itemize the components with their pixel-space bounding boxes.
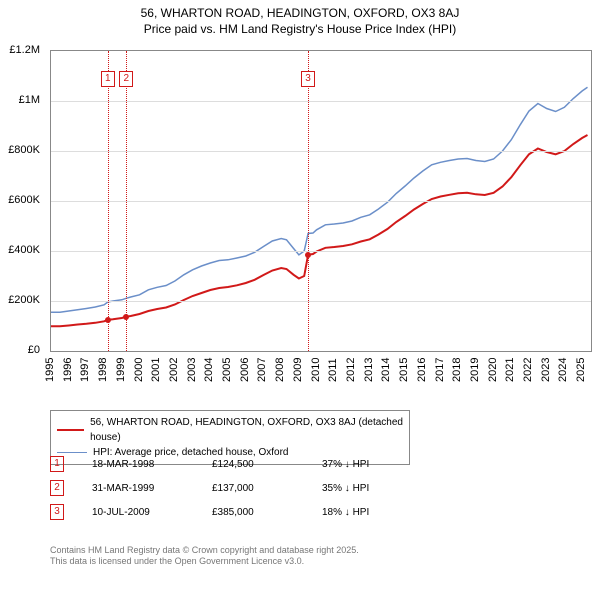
event-diff: 18% ↓ HPI — [322, 507, 369, 518]
title-line-2: Price paid vs. HM Land Registry's House … — [0, 22, 600, 38]
legend-label: 56, WHARTON ROAD, HEADINGTON, OXFORD, OX… — [90, 415, 403, 445]
y-tick-label: £1M — [0, 94, 40, 106]
event-price: £137,000 — [212, 483, 322, 494]
legend-swatch — [57, 429, 84, 431]
event-diff: 35% ↓ HPI — [322, 483, 369, 494]
plot-region: 12 3 — [50, 50, 592, 352]
series-price_paid — [51, 135, 588, 326]
event-date: 18-MAR-1998 — [92, 459, 212, 470]
y-tick-label: £800K — [0, 144, 40, 156]
event-marker-box: 2 — [119, 71, 133, 87]
y-tick-label: £0 — [0, 344, 40, 356]
x-tick-label: 2000 — [133, 358, 145, 398]
gridline-h — [51, 201, 591, 202]
x-tick-label: 2001 — [150, 358, 162, 398]
event-price: £124,500 — [212, 459, 322, 470]
x-tick-label: 1995 — [44, 358, 56, 398]
x-tick-label: 2006 — [239, 358, 251, 398]
x-tick-label: 2003 — [186, 358, 198, 398]
chart-area: 12 3 £0 £200K £400K £600K £800K £1M £1.2M 1995 19… — [0, 40, 600, 400]
gridline-h — [51, 151, 591, 152]
event-row: 1 18-MAR-1998£124,50037% ↓ HPI — [50, 452, 369, 476]
x-tick-label: 2024 — [557, 358, 569, 398]
x-tick-label: 2016 — [416, 358, 428, 398]
x-tick-label: 2013 — [363, 358, 375, 398]
event-number-box: 1 — [50, 456, 64, 472]
x-tick-label: 2018 — [451, 358, 463, 398]
x-tick-label: 2007 — [256, 358, 268, 398]
x-tick-label: 1998 — [97, 358, 109, 398]
event-row: 3 10-JUL-2009£385,00018% ↓ HPI — [50, 500, 369, 524]
x-tick-label: 2022 — [522, 358, 534, 398]
event-date: 31-MAR-1999 — [92, 483, 212, 494]
x-tick-label: 2008 — [274, 358, 286, 398]
legend-item: 56, WHARTON ROAD, HEADINGTON, OXFORD, OX… — [57, 415, 403, 445]
x-tick-label: 1996 — [62, 358, 74, 398]
gridline-h — [51, 251, 591, 252]
sale-dot — [305, 252, 311, 258]
event-price: £385,000 — [212, 507, 322, 518]
sale-dot — [105, 317, 111, 323]
y-tick-label: £400K — [0, 244, 40, 256]
x-tick-label: 2011 — [327, 358, 339, 398]
chart-title: 56, WHARTON ROAD, HEADINGTON, OXFORD, OX… — [0, 0, 600, 37]
event-row: 2 31-MAR-1999£137,00035% ↓ HPI — [50, 476, 369, 500]
x-tick-label: 2005 — [221, 358, 233, 398]
x-tick-label: 2012 — [345, 358, 357, 398]
event-date: 10-JUL-2009 — [92, 507, 212, 518]
x-tick-label: 2002 — [168, 358, 180, 398]
footer-line-2: This data is licensed under the Open Gov… — [50, 556, 359, 568]
x-tick-label: 1997 — [79, 358, 91, 398]
x-tick-label: 2017 — [434, 358, 446, 398]
y-tick-label: £200K — [0, 294, 40, 306]
gridline-h — [51, 101, 591, 102]
title-line-1: 56, WHARTON ROAD, HEADINGTON, OXFORD, OX… — [0, 6, 600, 22]
x-tick-label: 2020 — [487, 358, 499, 398]
x-tick-label: 2009 — [292, 358, 304, 398]
footer-attribution: Contains HM Land Registry data © Crown c… — [50, 545, 359, 568]
footer-line-1: Contains HM Land Registry data © Crown c… — [50, 545, 359, 557]
event-number-box: 2 — [50, 480, 64, 496]
event-table: 1 18-MAR-1998£124,50037% ↓ HPI 2 31-MAR-199… — [50, 452, 369, 524]
x-tick-label: 2010 — [310, 358, 322, 398]
x-tick-label: 2014 — [380, 358, 392, 398]
series-hpi — [51, 87, 588, 312]
x-tick-label: 2015 — [398, 358, 410, 398]
x-tick-label: 2021 — [504, 358, 516, 398]
event-vline — [108, 51, 109, 351]
sale-dot — [123, 314, 129, 320]
event-marker-box: 1 — [101, 71, 115, 87]
x-tick-label: 2004 — [203, 358, 215, 398]
x-tick-label: 2025 — [575, 358, 587, 398]
y-tick-label: £1.2M — [0, 44, 40, 56]
event-diff: 37% ↓ HPI — [322, 459, 369, 470]
event-vline — [126, 51, 127, 351]
y-tick-label: £600K — [0, 194, 40, 206]
x-tick-label: 1999 — [115, 358, 127, 398]
x-tick-label: 2023 — [540, 358, 552, 398]
event-marker-box: 3 — [301, 71, 315, 87]
event-vline — [308, 51, 309, 351]
event-number-box: 3 — [50, 504, 64, 520]
x-tick-label: 2019 — [469, 358, 481, 398]
gridline-h — [51, 301, 591, 302]
